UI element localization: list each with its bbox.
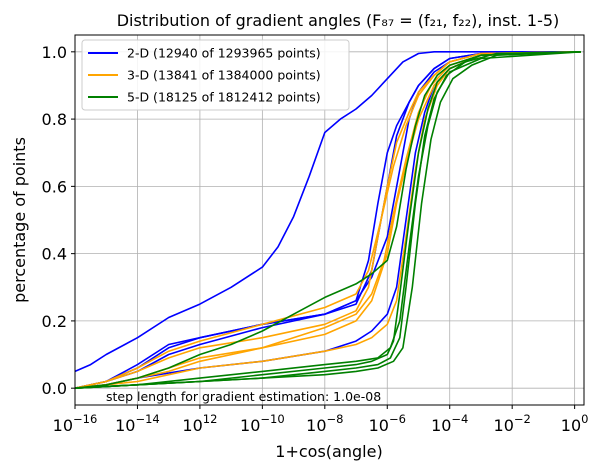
series-line-3-D-10 [74,51,581,389]
series-line-2-D-4 [74,51,581,389]
series-line-3-D-8 [74,51,581,389]
series-line-5-D-11 [74,51,581,389]
y-axis-ticks: 0.0 0.2 0.4 0.6 0.8 1.0 [42,43,75,398]
x-tick-label-8: 100 [561,412,589,435]
x-tick-label-7: 10−2 [494,412,531,435]
x-tick-label-6: 10−4 [431,412,468,435]
y-tick-label-0: 0.0 [42,379,67,398]
y-tick-label-1: 0.2 [42,312,67,331]
y-tick-label-4: 0.8 [42,110,67,129]
series-line-2-D-3 [74,51,581,389]
x-tick-label-0: 10−16 [53,412,98,435]
y-tick-label-5: 1.0 [42,43,67,62]
y-tick-label-3: 0.6 [42,177,67,196]
y-axis-label: percentage of points [10,137,29,303]
series-group [74,51,581,389]
legend: 2-D (12940 of 1293965 points) 3-D (13841 … [81,39,350,111]
plot-frame [74,34,585,406]
legend-label-0: 2-D (12940 of 1293965 points) [127,46,321,61]
legend-frame [81,39,350,111]
legend-label-2: 5-D (18125 of 1812412 points) [127,90,321,105]
series-line-2-D-1 [74,51,581,373]
x-axis-label: 1+cos(angle) [275,442,382,461]
x-tick-label-1: 10−14 [115,412,160,435]
step-length-annotation: step length for gradient estimation: 1.0… [106,389,381,404]
x-tick-label-5: 10−6 [369,412,406,435]
x-tick-label-3: 10−10 [240,412,285,435]
series-line-5-D-14 [74,51,581,389]
series-line-3-D-9 [74,51,581,389]
series-line-5-D-15 [74,51,581,389]
y-tick-label-2: 0.4 [42,245,67,264]
x-axis-ticks: 10−16 10−14 1012 10−10 10−8 10−6 10−4 10−2 100 [53,405,589,435]
grid [74,35,584,405]
chart-title: Distribution of gradient angles (F₈₇ = (… [117,11,560,30]
legend-label-1: 3-D (13841 of 1384000 points) [127,68,321,83]
x-tick-label-2: 1012 [182,412,217,435]
x-tick-label-4: 10−8 [306,412,343,435]
